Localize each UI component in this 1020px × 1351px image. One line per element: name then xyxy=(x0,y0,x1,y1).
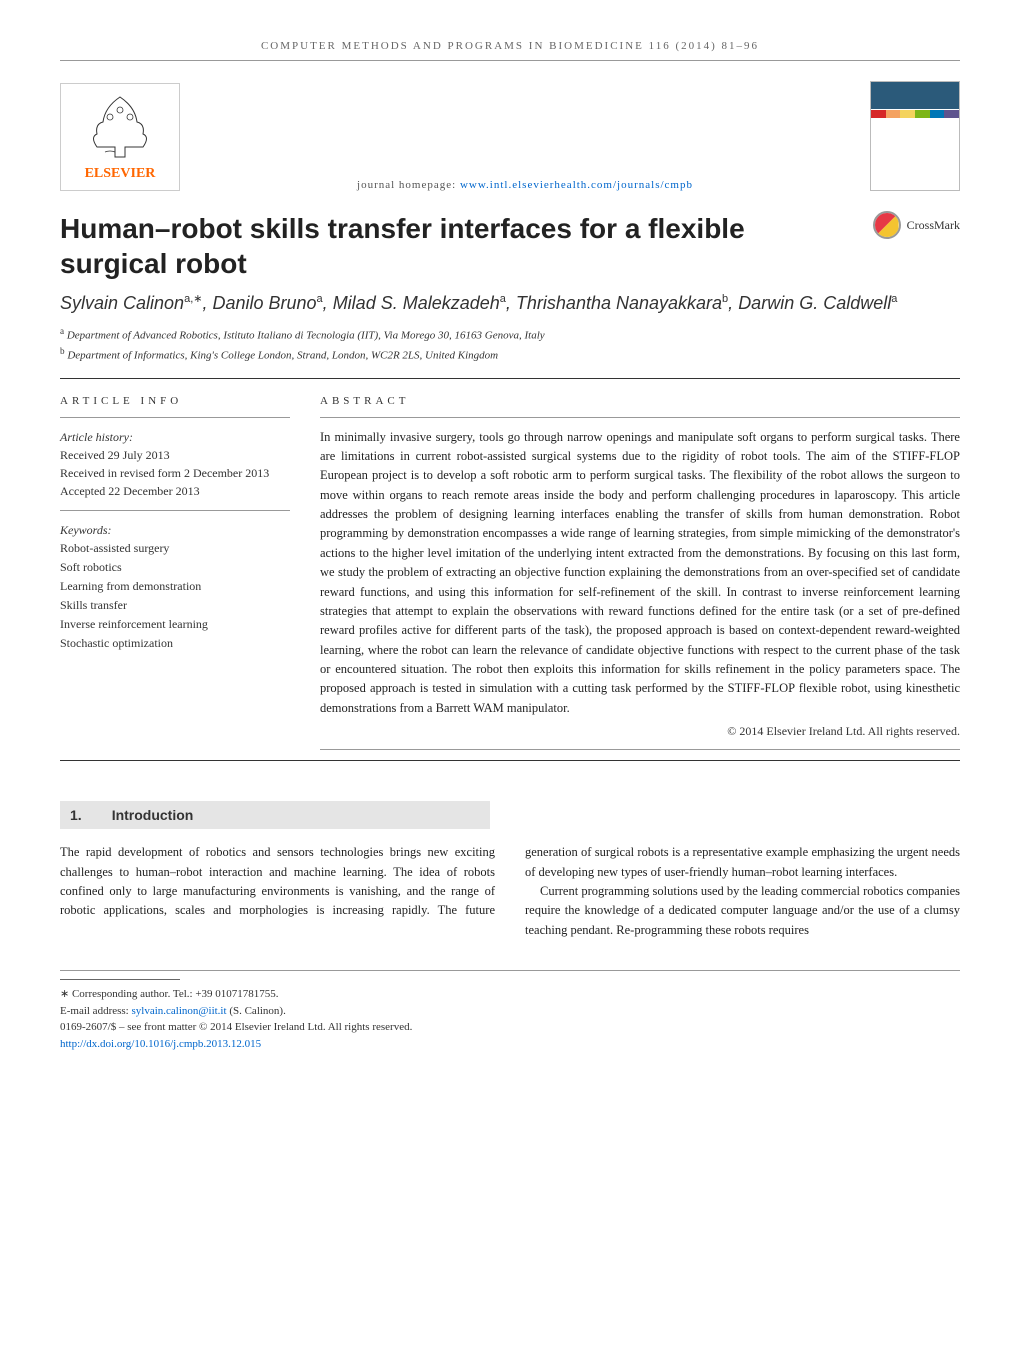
info-abstract-row: ARTICLE INFO Article history: Received 2… xyxy=(60,395,960,761)
crossmark-label: CrossMark xyxy=(907,218,960,233)
keyword: Soft robotics xyxy=(60,558,290,577)
section-number: 1. xyxy=(70,807,82,823)
author: Thrishantha Nanayakkara xyxy=(516,293,722,313)
elsevier-tree-icon xyxy=(85,92,155,162)
rule xyxy=(60,760,960,761)
rule xyxy=(60,378,960,379)
section-title: Introduction xyxy=(112,807,194,823)
keywords-label: Keywords: xyxy=(60,521,290,539)
rule xyxy=(320,749,960,750)
article-title: Human–robot skills transfer interfaces f… xyxy=(60,211,780,281)
doi-link[interactable]: http://dx.doi.org/10.1016/j.cmpb.2013.12… xyxy=(60,1038,261,1050)
rule xyxy=(60,510,290,511)
affiliation-list: a Department of Advanced Robotics, Istit… xyxy=(60,326,960,361)
journal-cover-thumb xyxy=(870,81,960,191)
email-link[interactable]: sylvain.calinon@iit.it xyxy=(131,1005,226,1017)
title-row: Human–robot skills transfer interfaces f… xyxy=(60,211,960,281)
history-line: Accepted 22 December 2013 xyxy=(60,482,290,500)
front-matter: 0169-2607/$ – see front matter © 2014 El… xyxy=(60,1019,960,1036)
homepage-label: journal homepage: xyxy=(357,179,460,191)
history-block: Article history: Received 29 July 2013Re… xyxy=(60,428,290,500)
running-header: COMPUTER METHODS AND PROGRAMS IN BIOMEDI… xyxy=(60,40,960,61)
keyword: Stochastic optimization xyxy=(60,634,290,653)
rule xyxy=(60,417,290,418)
author: Danilo Bruno xyxy=(212,293,316,313)
email-line: E-mail address: sylvain.calinon@iit.it (… xyxy=(60,1003,960,1020)
abstract-text: In minimally invasive surgery, tools go … xyxy=(320,428,960,719)
crossmark-icon xyxy=(873,211,901,239)
email-label: E-mail address: xyxy=(60,1005,131,1017)
homepage-link[interactable]: www.intl.elsevierhealth.com/journals/cmp… xyxy=(460,179,693,191)
section-heading-intro: 1. Introduction xyxy=(60,801,490,829)
history-line: Received in revised form 2 December 2013 xyxy=(60,464,290,482)
article-info-column: ARTICLE INFO Article history: Received 2… xyxy=(60,395,290,761)
author: Sylvain Calinon xyxy=(60,293,184,313)
keyword: Robot-assisted surgery xyxy=(60,539,290,558)
history-line: Received 29 July 2013 xyxy=(60,446,290,464)
footer-block: ∗ Corresponding author. Tel.: +39 010717… xyxy=(60,970,960,1052)
corresponding-author: ∗ Corresponding author. Tel.: +39 010717… xyxy=(60,986,960,1003)
author: Milad S. Malekzadeh xyxy=(333,293,500,313)
crossmark-badge[interactable]: CrossMark xyxy=(873,211,960,239)
footnote-rule xyxy=(60,979,180,980)
affiliation: a Department of Advanced Robotics, Istit… xyxy=(60,326,960,342)
publisher-name: ELSEVIER xyxy=(85,166,156,182)
email-name: (S. Calinon). xyxy=(227,1005,286,1017)
affiliation: b Department of Informatics, King's Coll… xyxy=(60,346,960,362)
keywords-block: Keywords: Robot-assisted surgerySoft rob… xyxy=(60,521,290,654)
abstract-heading: ABSTRACT xyxy=(320,395,960,407)
paragraph: Current programming solutions used by th… xyxy=(525,882,960,940)
homepage-line: journal homepage: www.intl.elsevierhealt… xyxy=(180,179,870,191)
history-label: Article history: xyxy=(60,428,290,446)
body-text: The rapid development of robotics and se… xyxy=(60,843,960,940)
author: Darwin G. Caldwell xyxy=(738,293,891,313)
rule xyxy=(320,417,960,418)
keyword: Learning from demonstration xyxy=(60,577,290,596)
article-info-heading: ARTICLE INFO xyxy=(60,395,290,407)
abstract-column: ABSTRACT In minimally invasive surgery, … xyxy=(320,395,960,761)
keyword: Skills transfer xyxy=(60,596,290,615)
author-list: Sylvain Calinona,∗, Danilo Brunoa, Milad… xyxy=(60,291,960,316)
copyright-line: © 2014 Elsevier Ireland Ltd. All rights … xyxy=(320,724,960,739)
keyword: Inverse reinforcement learning xyxy=(60,615,290,634)
masthead-row: ELSEVIER journal homepage: www.intl.else… xyxy=(60,81,960,191)
publisher-logo-box: ELSEVIER xyxy=(60,83,180,191)
